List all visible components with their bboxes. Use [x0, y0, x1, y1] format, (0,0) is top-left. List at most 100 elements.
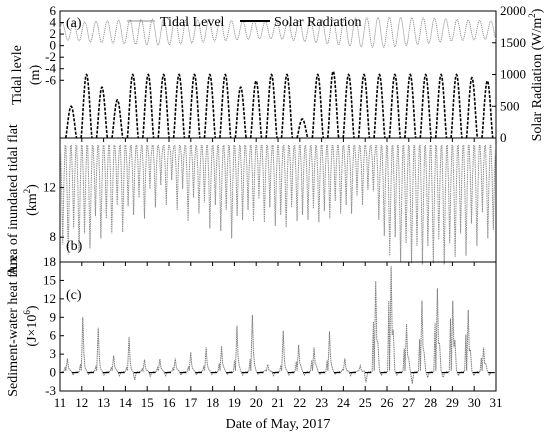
solar-radiation-day [265, 73, 278, 139]
solar-radiation-day [296, 118, 309, 139]
x-tick-label: 18 [206, 395, 219, 410]
panel-b-plot-area [59, 144, 497, 265]
panel-c: 18 15 12 9 6 3 0 -3 (c) Sediment-water heat flu… [6, 254, 497, 398]
x-tick-label: 22 [293, 395, 306, 410]
solar-radiation-day [188, 73, 201, 139]
panel-c-ylabel-unit-close: ) [25, 305, 40, 310]
panel-b-frame [59, 137, 497, 263]
solar-radiation-day [388, 73, 402, 139]
x-tick-label: 20 [250, 395, 263, 410]
solar-radiation-day [434, 73, 448, 139]
solar-radiation-day [357, 73, 371, 139]
solar-radiation-day [465, 76, 479, 139]
panel-a-ylabel-unit: (m) [28, 65, 43, 86]
solar-radiation-day [203, 73, 217, 139]
x-tick-label: 25 [359, 395, 372, 410]
x-tick-label: 24 [337, 395, 351, 410]
panel-c-label: (c) [66, 288, 82, 303]
x-tick-label: 16 [163, 395, 177, 410]
solar-radiation-day [80, 73, 93, 139]
panel-c-tick-label: 18 [43, 254, 56, 269]
x-axis: 11 12 13 14 15 16 17 18 19 20 21 22 23 24 25 26 27 28 29 30… [54, 138, 503, 410]
x-tick-label: 19 [228, 395, 241, 410]
panel-c-tick-label: 15 [43, 272, 56, 287]
solar-radiation-day [373, 73, 386, 139]
x-tick-label: 14 [119, 395, 133, 410]
panel-a-right-tick-label: 500 [500, 98, 520, 113]
solar-radiation-day [126, 73, 140, 139]
panel-c-tick-label: 6 [50, 328, 57, 343]
solar-radiation-day [249, 79, 263, 139]
x-tick-label: 30 [468, 395, 481, 410]
panel-a-ylabel: Tidal levle [10, 45, 25, 105]
panel-a-left-tick-label: 6 [50, 3, 57, 18]
x-tick-label: 28 [424, 395, 437, 410]
panel-a-plot-area [59, 16, 497, 139]
panel-c-tick-label: 3 [50, 346, 57, 361]
x-tick-label: 26 [381, 395, 395, 410]
inundated-area-series [59, 144, 497, 265]
x-tick-label: 15 [141, 395, 154, 410]
x-tick-label: 13 [97, 395, 110, 410]
solar-radiation-day [234, 86, 247, 139]
x-tick-label: 11 [54, 395, 67, 410]
panel-a-label: (a) [66, 16, 82, 31]
panel-c-tick-label: 0 [50, 365, 57, 380]
panel-a-left-tick-label: 0 [50, 38, 57, 53]
x-tick-label: 12 [75, 395, 88, 410]
panel-a-right-tick-label: 0 [500, 130, 507, 145]
solar-radiation-day [311, 73, 325, 139]
panel-b-label: (b) [66, 239, 83, 254]
panel-b-ylabel: Area of inundated tidal flat [6, 124, 21, 276]
panel-a-left-tick-label: -4 [45, 61, 56, 76]
panel-a-left-tick-label: 2 [50, 26, 57, 41]
panel-c-tick-label: -3 [45, 383, 56, 398]
legend-solar-label: Solar Radiation [274, 15, 362, 30]
panel-b-left-axis: 12 8 [43, 180, 64, 244]
panel-b-ylabel-unit: (km2) [22, 184, 40, 216]
solar-radiation-day [404, 73, 417, 139]
solar-radiation-day [419, 73, 432, 139]
solar-radiation-day [326, 70, 340, 139]
panel-a-right-axis: 2000 1500 1000 500 0 [492, 3, 526, 145]
panel-a-left-tick-label: -6 [45, 72, 56, 87]
panel-a-right-tick-label: 2000 [500, 3, 526, 18]
panel-a-right-tick-label: 1000 [500, 67, 526, 82]
solar-radiation-day [481, 79, 494, 139]
x-tick-label: 23 [315, 395, 328, 410]
x-axis-label: Date of May, 2017 [226, 417, 331, 432]
panel-b-tick-label: 12 [43, 180, 56, 195]
solar-radiation-day [172, 73, 186, 139]
solar-radiation-day [141, 73, 155, 139]
solar-radiation-day [280, 73, 294, 139]
panel-a-left-tick-label: -2 [45, 49, 56, 64]
panel-c-tick-label: 9 [50, 309, 57, 324]
solar-radiation-day [342, 73, 355, 139]
x-tick-label: 29 [446, 395, 459, 410]
heat-flux-series [59, 266, 492, 384]
panel-a-right-ylabel-close: ) [530, 8, 545, 13]
legend-tidal-label: Tidal Level [160, 15, 225, 30]
solar-radiation-day [111, 98, 124, 139]
panel-c-ylabel-unit-sup: 6 [22, 310, 32, 315]
panel-a-right-ylabel-text: Solar Radiation (W/m [530, 18, 545, 142]
panel-c-ylabel-unit: (J×106) [22, 305, 40, 347]
panel-a-ylabel-text: Tidal levle [10, 45, 25, 105]
x-tick-label: 31 [490, 395, 503, 410]
panel-b: 12 8 (b) Area of inundated tidal flat (km… [6, 124, 497, 276]
x-tick-label: 21 [272, 395, 285, 410]
panel-c-ylabel: Sediment-water heat flux [6, 255, 21, 397]
panel-c-left-axis: 18 15 12 9 6 3 0 -3 [43, 254, 64, 398]
panel-c-tick-label: 12 [43, 291, 56, 306]
legend: Tidal Level Solar Radiation [127, 15, 362, 30]
solar-radiation-day [219, 73, 232, 139]
panel-b-ylabel-unit-close: ) [25, 184, 40, 189]
panel-b-ylabel-unit-sup: 2 [22, 189, 32, 194]
panel-a-left-tick-label: 4 [50, 15, 57, 30]
solar-radiation-day [157, 73, 170, 139]
panel-a-right-tick-label: 1500 [500, 35, 526, 50]
tidal-level-series [59, 16, 497, 49]
